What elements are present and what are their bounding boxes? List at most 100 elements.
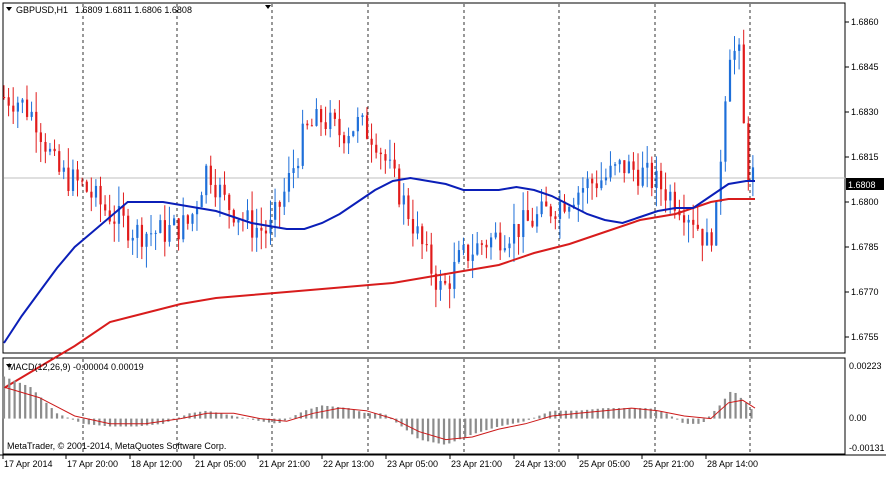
candle-body (499, 232, 502, 251)
candle-body (655, 170, 658, 189)
candle-body (407, 195, 410, 220)
macd-bar (665, 413, 668, 419)
macd-bar (273, 418, 276, 424)
candle-body (402, 195, 405, 205)
time-label: 21 Apr 05:00 (195, 459, 246, 469)
candle-body (705, 232, 709, 246)
macd-bar (389, 418, 393, 420)
macd-bar (156, 418, 159, 425)
macd-bar (135, 418, 138, 427)
candle-body (604, 177, 608, 181)
candle-body (172, 218, 176, 226)
candle-body (558, 201, 562, 219)
macd-bar (373, 413, 377, 419)
macd-bar (172, 418, 175, 420)
candle-body (503, 248, 506, 251)
time-label: 23 Apr 05:00 (387, 459, 438, 469)
candle-body (274, 202, 277, 220)
candle-body (411, 219, 415, 234)
candle-body (591, 178, 594, 184)
macd-bar (98, 418, 101, 426)
macd-bar (464, 418, 467, 438)
candle-body (673, 191, 676, 211)
candle-body (384, 154, 387, 161)
macd-bar (495, 418, 499, 427)
candle-body (76, 169, 79, 181)
candle-body (218, 184, 222, 198)
candle-body (545, 201, 548, 207)
macd-signal-path (3, 386, 756, 441)
candle-body (480, 243, 484, 245)
macd-bar (533, 417, 536, 419)
macd-bar (750, 409, 753, 419)
candle-body (379, 152, 382, 155)
candle-body (719, 161, 722, 203)
chart-dropdown-icon[interactable] (6, 7, 12, 11)
candle-body (618, 160, 621, 165)
candle-body (682, 215, 686, 223)
macd-bar (331, 406, 334, 419)
current-price-tag (846, 178, 884, 190)
candle-body (145, 233, 148, 247)
candle-body (163, 220, 167, 242)
candle-body (724, 101, 727, 162)
macd-bar (432, 418, 435, 443)
macd-bar (336, 407, 340, 419)
macd-bar (453, 418, 456, 442)
macd-bar (623, 408, 626, 419)
slow-moving-average (3, 198, 755, 389)
candle-body (632, 161, 635, 170)
candle-body (16, 102, 19, 112)
candle-body (568, 206, 571, 212)
macd-dropdown-icon[interactable] (6, 364, 12, 368)
macd-bar (18, 382, 22, 419)
macd-bar (352, 409, 355, 419)
macd-bar (601, 408, 605, 419)
candle-body (117, 205, 121, 224)
macd-bar (739, 397, 742, 419)
candle-body (425, 244, 428, 246)
candle-body (67, 167, 70, 192)
candle-body (338, 118, 341, 136)
candle-body (531, 220, 534, 227)
candle-body (150, 233, 153, 235)
macd-bar (29, 387, 32, 419)
macd-bar (697, 418, 700, 424)
candle-body (214, 184, 217, 198)
candle-body (581, 188, 585, 193)
time-label: 18 Apr 12:00 (131, 459, 182, 469)
candle-body (320, 109, 323, 123)
candle-body (200, 195, 203, 208)
candle-body (122, 205, 125, 216)
macd-bar (252, 418, 255, 420)
candle-body (127, 215, 130, 241)
macd-subwindow[interactable] (2, 357, 846, 455)
macd-bar (501, 418, 504, 426)
candle-body (324, 122, 327, 130)
current-price-value: 1.6808 (848, 180, 876, 190)
candle-body (457, 250, 461, 262)
candle-body (287, 173, 291, 192)
macd-bar (214, 412, 218, 419)
candle-body (264, 230, 268, 234)
candle-body (113, 221, 116, 224)
candle-body (195, 207, 199, 215)
candle-body (572, 204, 575, 207)
macd-bar (734, 392, 737, 419)
macd-bar (236, 416, 239, 419)
macd-bar (660, 411, 663, 419)
macd-bar (543, 413, 546, 419)
price-label: 1.6845 (851, 62, 879, 72)
candle-body (365, 115, 369, 139)
macd-bar (40, 397, 43, 419)
macd-bar (257, 418, 260, 421)
shift-marker-icon[interactable] (265, 5, 271, 9)
macd-bar (363, 412, 366, 419)
candle-body (490, 237, 493, 248)
macd-bar (580, 410, 583, 419)
candle-body (48, 148, 52, 152)
candle-body (512, 224, 516, 244)
macd-bar (490, 418, 493, 429)
